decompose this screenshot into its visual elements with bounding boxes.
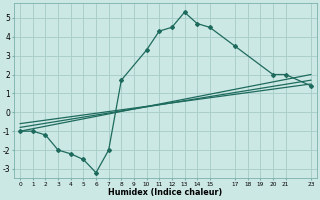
- X-axis label: Humidex (Indice chaleur): Humidex (Indice chaleur): [108, 188, 223, 197]
